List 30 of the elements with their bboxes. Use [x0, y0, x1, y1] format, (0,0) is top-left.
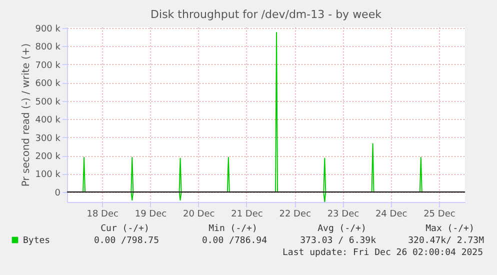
x-tick-label: 22 Dec — [279, 210, 311, 220]
y-tick-label: 300 k — [35, 134, 62, 144]
text: Min (-/+) — [208, 224, 258, 234]
text: Last update: Fri Dec 26 02:00:04 2025 — [282, 248, 483, 258]
y-tick-label: 800 k — [35, 42, 62, 53]
x-tick-label: 20 Dec — [182, 210, 215, 220]
y-tick-label: 700 k — [35, 60, 62, 71]
y-tick-label: 200 k — [35, 152, 62, 162]
text: 373.03 / 6.39k — [300, 236, 377, 246]
text: Avg (-/+) — [318, 224, 366, 234]
y-tick-label: 900 k — [35, 24, 62, 34]
y-tick-label: 100 k — [35, 170, 62, 180]
x-tick-label: 19 Dec — [134, 210, 167, 220]
y-tick-label: 500 k — [35, 97, 62, 108]
text: 0.00 /786.94 — [202, 236, 267, 246]
y-axis-title: Pr second read (-) / write (+) — [21, 43, 32, 187]
x-tick-label: 21 Dec — [231, 210, 263, 220]
text: 320.47k/ 2.73M — [408, 236, 485, 246]
chart-title: Disk throughput for /dev/dm-13 - by week — [150, 8, 382, 21]
legend-label: Bytes — [23, 236, 50, 246]
x-tick-label: 24 Dec — [375, 210, 408, 220]
x-tick-label: 18 Dec — [86, 210, 118, 220]
text: Max (-/+) — [426, 224, 474, 234]
text: Cur (-/+) — [100, 224, 150, 234]
y-tick-label: 400 k — [35, 116, 62, 126]
y-tick-label: 600 k — [35, 79, 62, 90]
x-tick-label: 23 Dec — [327, 210, 360, 220]
y-tick-label: 0 — [54, 188, 61, 198]
text: 0.00 /798.75 — [94, 236, 159, 246]
x-tick-label: 25 Dec — [424, 210, 456, 220]
